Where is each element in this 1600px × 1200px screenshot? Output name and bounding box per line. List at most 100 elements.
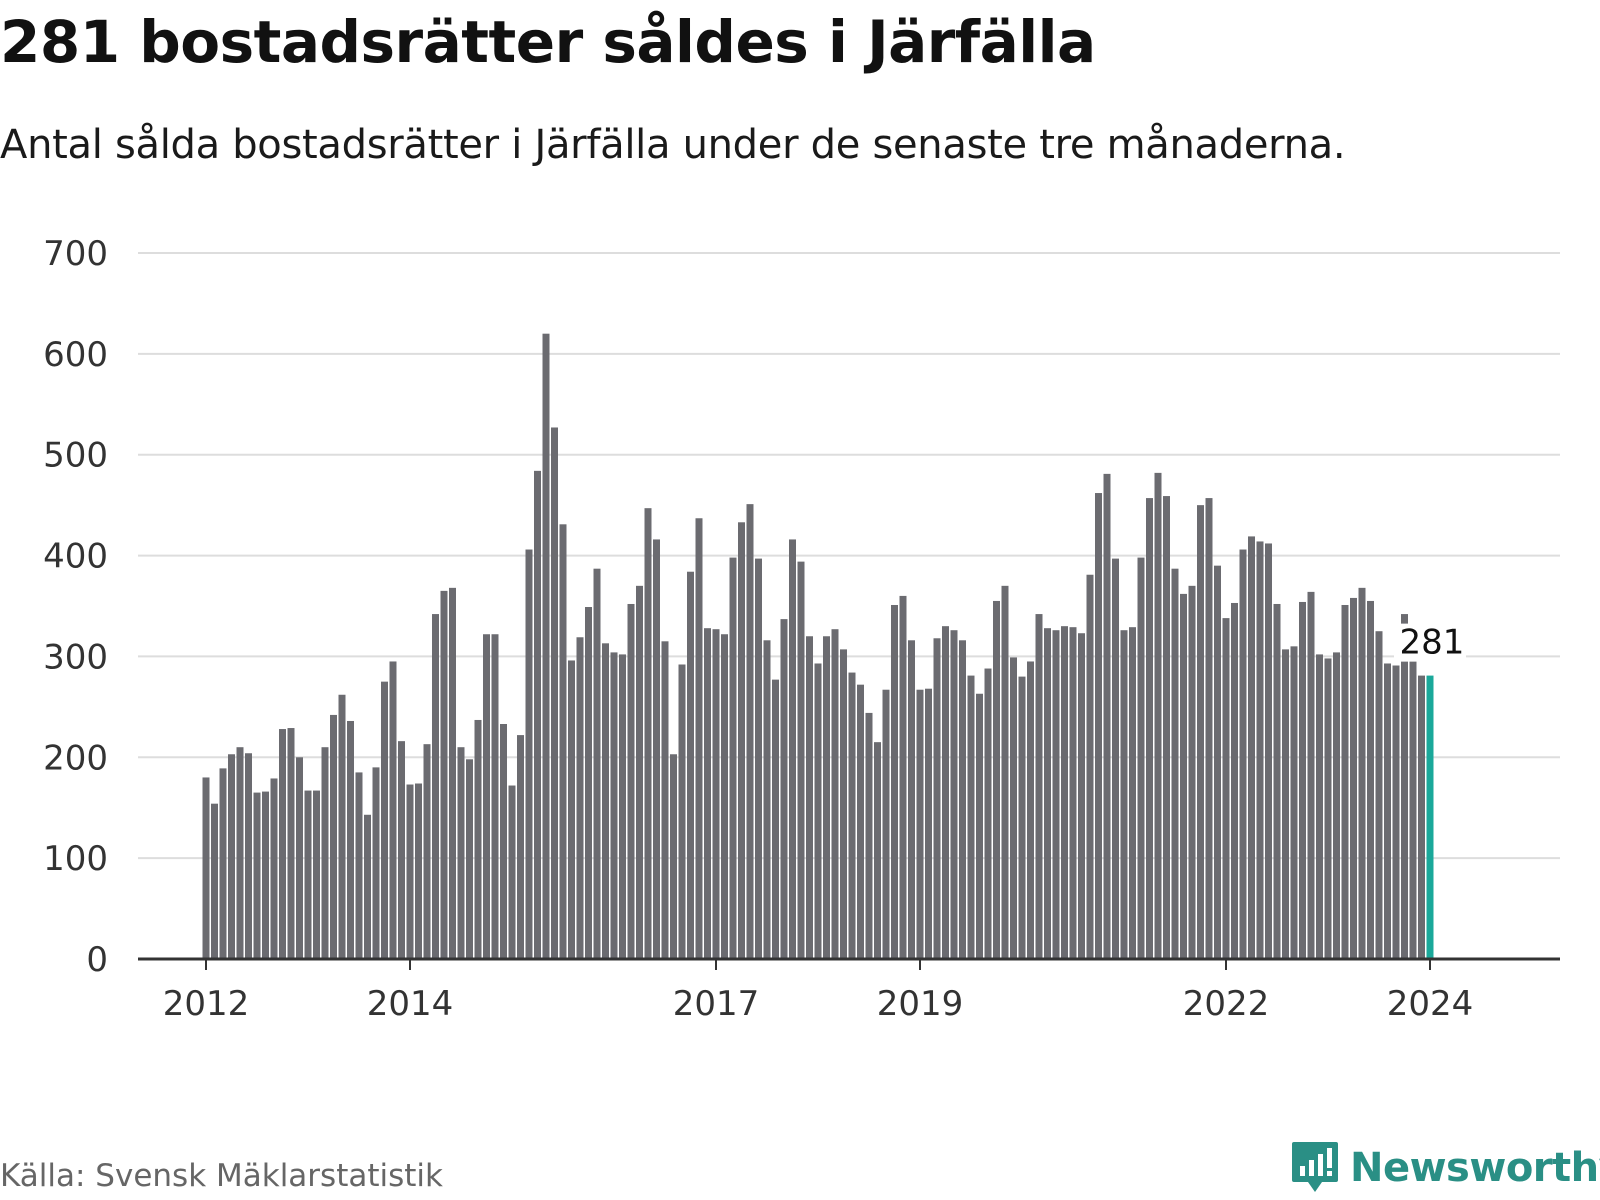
bar-3 — [228, 754, 235, 959]
bar-29 — [449, 587, 456, 959]
bar-142 — [1409, 660, 1417, 959]
bar-14 — [321, 747, 329, 959]
bar-35 — [500, 724, 507, 959]
bar-119 — [1214, 565, 1221, 959]
bar-120 — [1222, 618, 1230, 959]
bar-71 — [806, 636, 813, 959]
bar-6 — [253, 792, 261, 959]
bar-62 — [729, 557, 737, 959]
bar-22 — [389, 661, 397, 959]
bar-101 — [1061, 626, 1068, 959]
y-axis-labels: 0 100 200 300 400 500 600 700 — [43, 234, 108, 980]
y-tick-label-500: 500 — [43, 436, 108, 476]
bar-96 — [1018, 676, 1026, 959]
bar-89 — [959, 640, 966, 959]
bar-47 — [602, 643, 609, 959]
bar-132 — [1324, 658, 1332, 959]
bar-100 — [1052, 630, 1060, 959]
bar-97 — [1027, 661, 1034, 959]
bar-114 — [1171, 568, 1179, 959]
bar-46 — [593, 568, 601, 959]
bar-74 — [831, 629, 839, 959]
bar-131 — [1316, 654, 1323, 959]
newsworthy-logo-icon — [1292, 1142, 1338, 1192]
y-tick-label-100: 100 — [43, 839, 108, 879]
x-tick-label-2024: 2024 — [1387, 984, 1474, 1024]
bar-116 — [1188, 585, 1196, 959]
bar-30 — [457, 747, 465, 959]
bar-111 — [1146, 498, 1153, 959]
y-tick-label-400: 400 — [43, 537, 108, 577]
bar-39 — [534, 470, 541, 959]
bar-90 — [967, 675, 975, 959]
bar-54 — [661, 641, 669, 959]
bar-113 — [1163, 496, 1170, 959]
bar-0 — [202, 777, 210, 959]
bar-95 — [1010, 657, 1017, 959]
x-tick-label-2022: 2022 — [1183, 984, 1270, 1024]
brand-name: Newsworthy — [1350, 1145, 1600, 1191]
bar-64 — [746, 504, 754, 959]
bar-108 — [1120, 630, 1128, 959]
bar-77 — [857, 684, 864, 959]
bar-73 — [823, 636, 830, 959]
annotation-background — [1394, 623, 1466, 662]
bar-13 — [313, 790, 320, 959]
bar-55 — [670, 754, 677, 959]
bar-58 — [695, 518, 703, 959]
y-tick-label-600: 600 — [43, 335, 108, 375]
bar-141 — [1401, 614, 1408, 959]
bar-44 — [576, 637, 584, 959]
bar-21 — [381, 681, 388, 959]
bar-56 — [678, 664, 686, 959]
bar-26 — [423, 744, 431, 959]
bar-136 — [1358, 587, 1366, 959]
bar-127 — [1282, 649, 1289, 959]
bar-10 — [287, 728, 295, 959]
bar-75 — [840, 649, 847, 959]
bar-57 — [687, 571, 694, 959]
bar-139 — [1384, 663, 1391, 959]
bar-117 — [1197, 505, 1204, 959]
bar-45 — [585, 607, 592, 959]
bar-138 — [1375, 631, 1383, 959]
bar-121 — [1231, 602, 1238, 959]
bar-81 — [891, 604, 898, 959]
y-tick-label-700: 700 — [43, 234, 108, 274]
bar-41 — [551, 427, 558, 959]
bar-94 — [1001, 585, 1009, 959]
bar-105 — [1095, 493, 1102, 959]
bar-76 — [848, 672, 856, 959]
bar-36 — [508, 785, 516, 959]
bar-84 — [916, 689, 924, 959]
bar-63 — [738, 522, 745, 959]
chart-title: 281 bostadsrätter såldes i Järfälla — [0, 8, 1096, 76]
bar-20 — [372, 767, 380, 959]
annotation-label: 281 — [1400, 623, 1465, 663]
x-tick-label-2014: 2014 — [367, 984, 454, 1024]
bar-28 — [440, 590, 448, 959]
bar-79 — [874, 742, 881, 959]
bar-140 — [1392, 665, 1400, 959]
bar-143 — [1418, 675, 1425, 959]
bar-37 — [517, 735, 524, 959]
bar-144 — [1426, 675, 1434, 959]
bar-8 — [270, 778, 278, 959]
bar-133 — [1333, 652, 1340, 959]
bar-2 — [219, 768, 227, 959]
bar-51 — [636, 585, 643, 959]
bar-12 — [304, 790, 312, 959]
y-tick-label-200: 200 — [43, 738, 108, 778]
bar-86 — [933, 638, 941, 959]
bar-7 — [262, 791, 269, 959]
bar-83 — [908, 640, 915, 959]
bar-60 — [712, 629, 720, 959]
bar-27 — [432, 614, 439, 959]
bars — [202, 333, 1434, 960]
bar-87 — [942, 626, 949, 959]
bar-82 — [899, 595, 907, 959]
bar-33 — [483, 634, 490, 959]
bar-48 — [610, 652, 618, 959]
bar-52 — [644, 508, 652, 959]
